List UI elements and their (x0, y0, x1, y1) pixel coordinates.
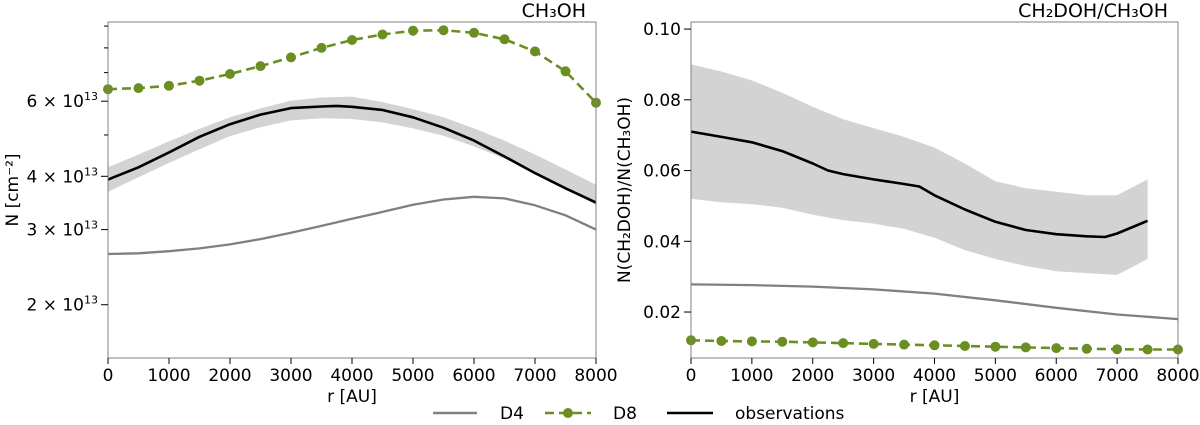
data-point-d8 (929, 340, 940, 351)
x-tick-label: 4000 (330, 366, 373, 386)
series-line-d4 (690, 283, 1179, 321)
data-point-d8 (746, 336, 757, 347)
data-point-d8 (868, 338, 879, 349)
data-point-d8 (286, 52, 296, 63)
panel-ch3oh: 0 1000 2000 3000 4000 5000 6000 7000 8000 2 × 101… (3, 0, 618, 407)
data-point-d8 (959, 341, 970, 351)
data-point-d8 (716, 336, 727, 346)
x-axis-label: r [AU] (327, 387, 377, 407)
data-point-d8 (990, 341, 1001, 352)
x-tick-label: 0 (686, 366, 697, 386)
y-tick-label: 0.10 (643, 20, 681, 40)
panel-title: CH₂DOH/CH₃OH (1018, 0, 1168, 22)
legend: D4 D8 observations (433, 404, 845, 424)
x-tick-label: 4000 (913, 366, 956, 386)
y-tick-label: 2 × 1013 (27, 294, 99, 316)
series-line-d8 (107, 28, 597, 104)
x-tick-label: 1000 (730, 366, 773, 386)
x-tick-label: 3000 (269, 366, 312, 386)
data-point-d8 (1081, 343, 1092, 354)
data-point-d8 (225, 69, 235, 79)
data-point-d8 (1112, 344, 1123, 355)
series-line-observations (690, 130, 1149, 239)
y-axis-label: N [cm⁻²] (3, 153, 23, 226)
series-line-d4 (107, 195, 597, 256)
data-point-d8 (838, 338, 849, 349)
x-tick-label: 3000 (852, 366, 895, 386)
data-point-d8 (377, 29, 388, 40)
data-point-d8 (1051, 343, 1062, 354)
data-point-d8 (133, 83, 144, 94)
x-tick-label: 6000 (452, 366, 495, 386)
y-axis-label: N(CH₂DOH)/N(CH₃OH) (615, 97, 635, 283)
y-tick-label: 4 × 1013 (27, 165, 99, 187)
data-point-d8 (777, 336, 788, 347)
x-tick-label: 2000 (791, 366, 834, 386)
x-tick-label: 1000 (147, 366, 190, 386)
y-tick-label: 0.02 (643, 303, 681, 323)
x-tick-label: 5000 (391, 366, 434, 386)
data-point-d8 (408, 25, 418, 36)
panel-ratio: 0 1000 2000 3000 4000 5000 6000 7000 8000 0.02 0.0… (615, 0, 1200, 407)
data-point-d8 (255, 61, 266, 72)
y-tick-label: 6 × 1013 (27, 90, 99, 112)
legend-label-d4: D4 (500, 404, 524, 424)
data-point-d8 (194, 75, 205, 86)
uncertainty-band (108, 96, 596, 205)
y-tick-label: 0.04 (643, 232, 681, 252)
data-point-d8 (469, 27, 479, 38)
x-axis-label: r [AU] (910, 387, 960, 407)
data-point-d8 (560, 66, 571, 77)
data-point-d8 (530, 46, 540, 57)
x-tick-label: 6000 (1035, 366, 1078, 386)
data-point-d8 (164, 80, 174, 91)
y-tick-label: 3 × 1013 (27, 219, 99, 241)
x-tick-label: 2000 (208, 366, 251, 386)
data-point-d8 (347, 35, 357, 45)
data-point-d8 (1142, 344, 1153, 355)
data-point-d8 (807, 337, 818, 348)
y-tick-label: 0.06 (643, 162, 681, 182)
legend-label-d8: D8 (613, 404, 637, 424)
x-tick-label: 5000 (974, 366, 1017, 386)
uncertainty-band (691, 64, 1148, 275)
x-tick-label: 8000 (1156, 366, 1199, 386)
data-point-d8 (1020, 342, 1031, 353)
x-tick-label: 7000 (513, 366, 556, 386)
x-tick-label: 0 (103, 366, 114, 386)
series-line-observations (107, 104, 597, 204)
legend-marker-d8 (563, 408, 573, 418)
data-point-d8 (438, 25, 449, 36)
y-tick-label: 0.08 (643, 91, 681, 111)
x-tick-label: 7000 (1095, 366, 1138, 386)
plot-frame (107, 21, 597, 359)
panel-title: CH₃OH (522, 0, 586, 22)
data-point-d8 (899, 339, 910, 350)
legend-label-observations: observations (735, 404, 845, 424)
data-point-d8 (316, 42, 327, 53)
x-tick-label: 8000 (574, 366, 617, 386)
data-point-d8 (499, 34, 510, 45)
